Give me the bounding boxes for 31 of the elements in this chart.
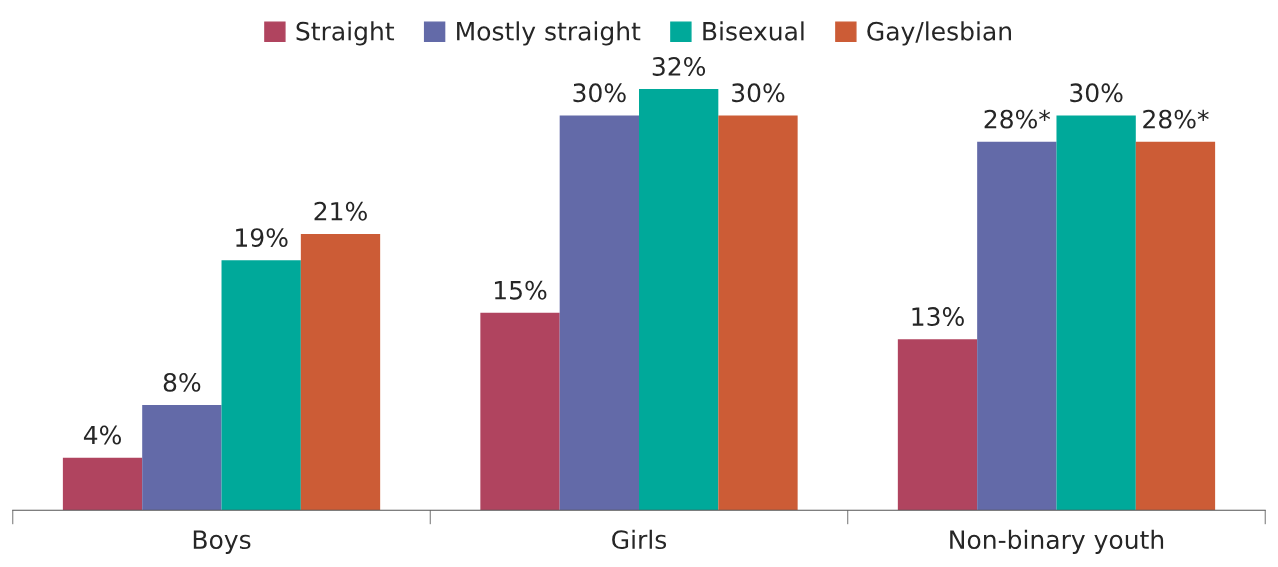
legend-label: Bisexual bbox=[703, 21, 804, 41]
legend-label: Gay/lesbian bbox=[867, 21, 1011, 46]
data-label: 4% bbox=[83, 425, 121, 445]
bar bbox=[480, 312, 560, 511]
data-label: 30% bbox=[732, 83, 785, 103]
bar bbox=[977, 141, 1057, 511]
legend-label: Mostly straight bbox=[457, 21, 641, 46]
data-label: 28%* bbox=[984, 109, 1051, 129]
data-label: 15% bbox=[494, 280, 547, 300]
bar bbox=[639, 89, 719, 511]
bar bbox=[300, 233, 381, 511]
bar bbox=[559, 115, 639, 511]
data-label: 30% bbox=[1070, 83, 1123, 103]
bar bbox=[897, 339, 978, 511]
bar bbox=[1135, 141, 1216, 511]
bar bbox=[62, 457, 143, 511]
data-label: 19% bbox=[236, 228, 288, 248]
data-label: 32% bbox=[652, 57, 706, 76]
bar bbox=[1056, 115, 1136, 511]
data-label: 21% bbox=[314, 201, 367, 221]
legend-label: Straight bbox=[296, 21, 395, 46]
data-label: 28%* bbox=[1143, 109, 1209, 129]
data-label: 13% bbox=[912, 307, 964, 327]
data-label: 8% bbox=[163, 372, 201, 392]
data-label: 30% bbox=[573, 83, 626, 103]
x-tick-label: Girls bbox=[612, 529, 667, 550]
x-tick-label: Boys bbox=[193, 530, 251, 554]
bar bbox=[718, 115, 798, 511]
bar bbox=[221, 260, 301, 511]
bar bbox=[142, 405, 222, 511]
x-tick-label: Non-binary youth bbox=[950, 529, 1164, 554]
